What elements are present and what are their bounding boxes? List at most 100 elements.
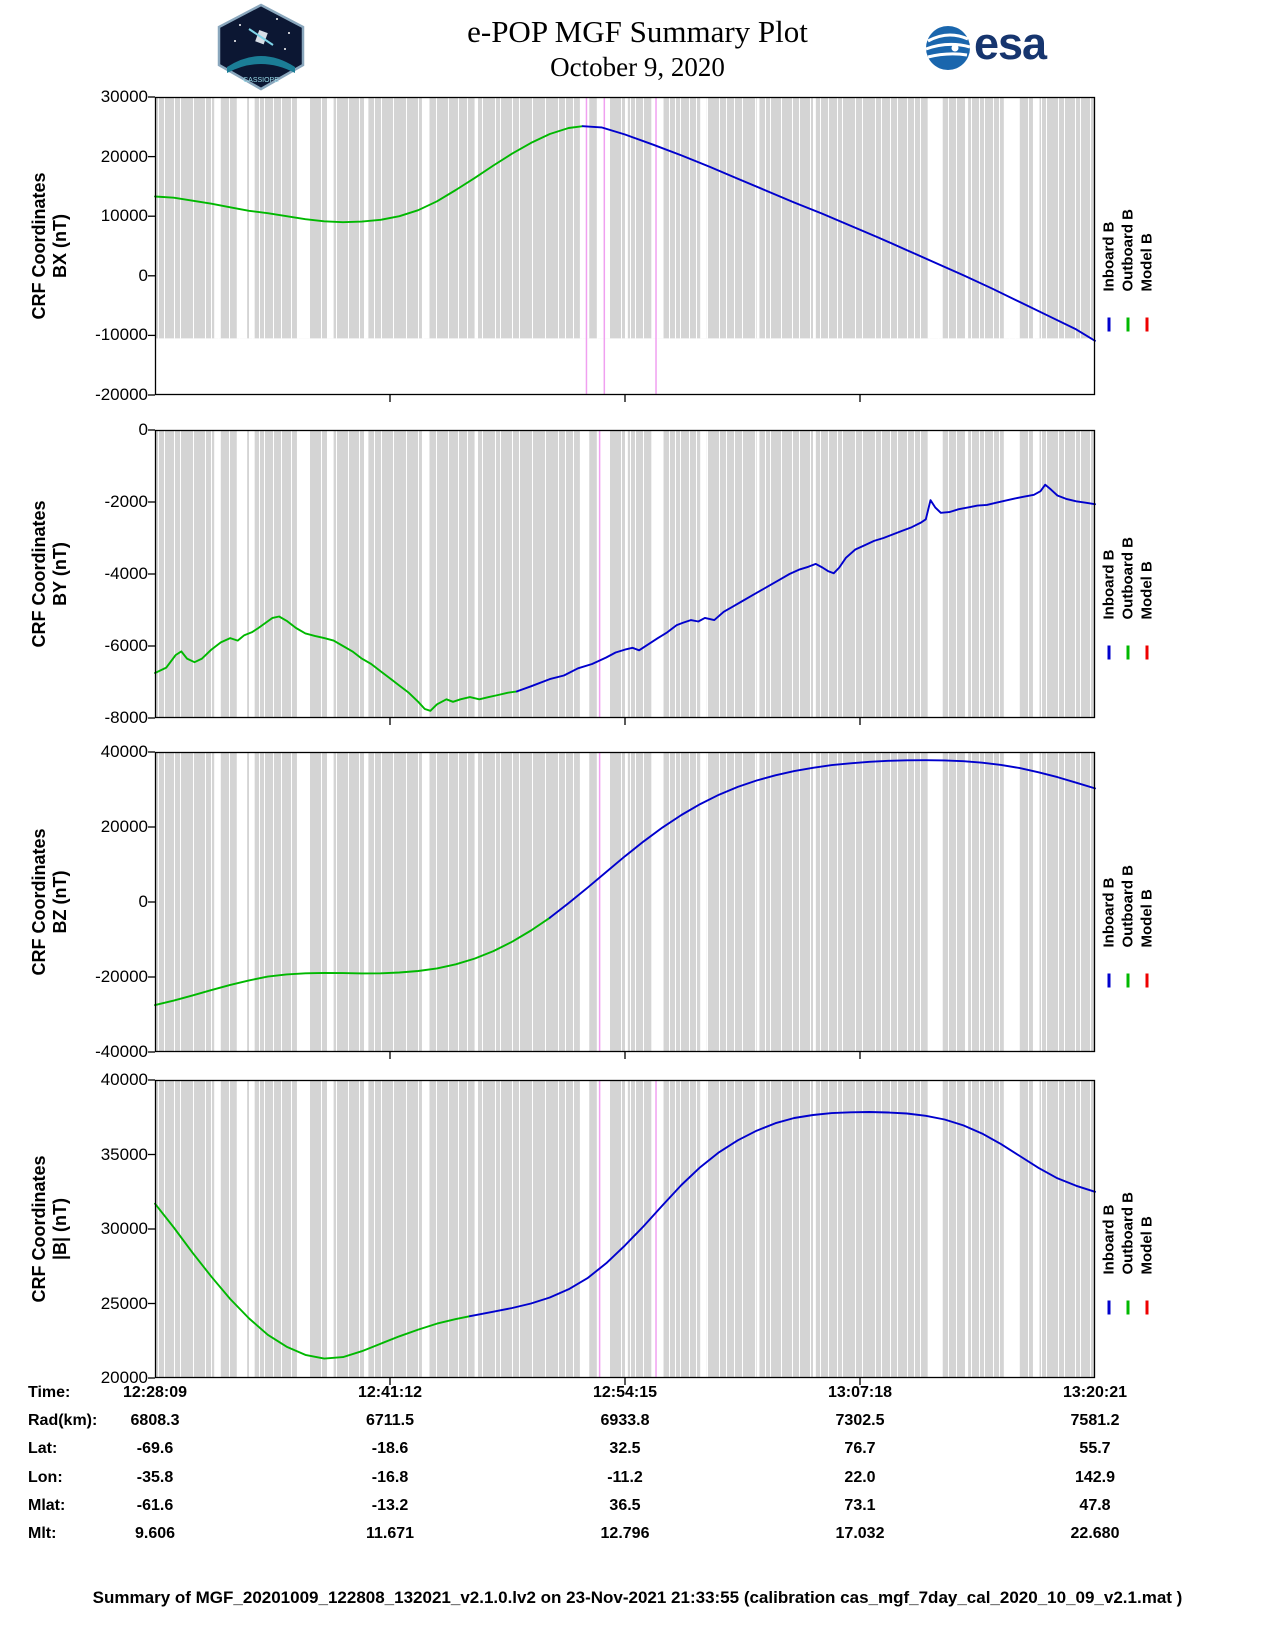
by-series-outboard-b <box>154 615 518 712</box>
bx-series-outboard-b <box>154 125 584 224</box>
bx-ytick-label: -10000 <box>95 325 148 345</box>
bz-series-inboard-b <box>548 759 1096 919</box>
table-cell: -69.6 <box>136 1440 174 1458</box>
legend-label: Outboard B <box>1119 209 1137 292</box>
model-b-line-sample <box>1145 645 1149 660</box>
outboard-b-line-sample <box>1126 1300 1130 1315</box>
table-cell: 36.5 <box>609 1496 641 1514</box>
bz-ytick-label: -40000 <box>95 1042 148 1061</box>
table-row-label-lat: Lat: <box>28 1440 58 1458</box>
bz-ytick-label: 0 <box>138 892 148 911</box>
table-cell: 55.7 <box>1079 1440 1111 1458</box>
legend-label: Inboard B <box>1100 1204 1118 1275</box>
table-cell: 47.8 <box>1079 1496 1111 1514</box>
outboard-b-line-sample <box>1126 973 1130 988</box>
bx-ytick-label: 30000 <box>100 87 148 106</box>
legend-entry-inboard-b: Inboard B <box>1100 490 1119 660</box>
page-title: e-POP MGF Summary Plot <box>467 14 808 49</box>
legend-label: Inboard B <box>1100 221 1118 292</box>
legend-entry-model-b: Model B <box>1138 818 1157 988</box>
bmag-series-outboard-b <box>154 1202 471 1360</box>
table-row-label-mlat: Mlat: <box>28 1496 66 1514</box>
table-row-label-lon: Lon: <box>28 1468 63 1486</box>
bmag-ytick-label: 35000 <box>100 1144 148 1164</box>
table-cell: 11.671 <box>365 1525 415 1542</box>
legend-label: Model B <box>1138 233 1156 292</box>
patch-text: CASSIOPE <box>243 77 279 84</box>
table-cell: 13:20:21 <box>1062 1384 1128 1401</box>
table-cell: 12:41:12 <box>357 1384 423 1401</box>
table-cell: -13.2 <box>371 1496 409 1514</box>
bmag-ytick-label: 25000 <box>100 1293 148 1313</box>
file-summary-footer: Summary of MGF_20201009_122808_132021_v2… <box>92 1588 1183 1607</box>
legend-entry-model-b: Model B <box>1138 162 1157 332</box>
cassiope-mission-patch: CASSIOPE <box>217 3 305 91</box>
table-cell: 6933.8 <box>600 1412 650 1430</box>
bx-axis-label: CRF Coordinates BX (nT) <box>29 172 70 320</box>
bx-ytick-label: 0 <box>138 265 148 285</box>
legend-label: Outboard B <box>1119 537 1137 620</box>
legend-entry-model-b: Model B <box>1138 1145 1157 1315</box>
page-subtitle: October 9, 2020 <box>550 52 725 82</box>
legend-label: Inboard B <box>1100 549 1118 620</box>
legend-entry-outboard-b: Outboard B <box>1119 1145 1138 1315</box>
legend-entry-outboard-b: Outboard B <box>1119 162 1138 332</box>
bx-ytick-label: 20000 <box>100 146 148 166</box>
table-cell: 22.680 <box>1070 1525 1120 1542</box>
bmag-ytick-label: 40000 <box>100 1070 148 1089</box>
table-cell: 22.0 <box>844 1468 876 1486</box>
bmag-legend: Inboard B Outboard B Model B <box>1100 1145 1157 1315</box>
by-ytick-label: -8000 <box>104 708 148 727</box>
legend-entry-inboard-b: Inboard B <box>1100 1145 1119 1315</box>
bx-plot <box>148 96 1096 402</box>
table-cell: -11.2 <box>607 1468 643 1486</box>
inboard-b-line-sample <box>1107 317 1111 332</box>
legend-label: Model B <box>1138 561 1156 620</box>
table-cell: 17.032 <box>835 1525 885 1542</box>
by-plot <box>148 429 1096 725</box>
legend-label: Inboard B <box>1100 877 1118 948</box>
outboard-b-line-sample <box>1126 317 1130 332</box>
bz-series-outboard-b <box>154 916 551 1007</box>
model-b-line-sample <box>1145 973 1149 988</box>
bz-ytick-label: 40000 <box>100 742 148 761</box>
table-row-label-time: Time: <box>28 1384 71 1401</box>
table-cell: -18.6 <box>371 1440 409 1458</box>
patch-earth-arc <box>227 56 295 73</box>
bmag-ytick-label: 30000 <box>100 1219 148 1238</box>
legend-label: Outboard B <box>1119 865 1137 948</box>
by-series-inboard-b <box>515 483 1096 693</box>
table-cell: 12:28:09 <box>122 1384 188 1401</box>
table-cell: -16.8 <box>371 1468 409 1486</box>
by-ytick-label: -4000 <box>104 564 148 583</box>
legend-label: Model B <box>1138 1216 1156 1275</box>
table-cell: 7302.5 <box>835 1412 885 1430</box>
bmag-ytick-label: 20000 <box>100 1368 148 1387</box>
model-b-line-sample <box>1145 1300 1149 1315</box>
model-b-line-sample <box>1145 317 1149 332</box>
esa-globe-icon <box>925 26 971 70</box>
bx-ytick-label: -20000 <box>95 385 148 404</box>
legend-entry-model-b: Model B <box>1138 490 1157 660</box>
table-cell: 9.606 <box>134 1525 176 1542</box>
by-legend: Inboard B Outboard B Model B <box>1100 490 1157 660</box>
inboard-b-line-sample <box>1107 973 1111 988</box>
table-cell: 142.9 <box>1074 1468 1116 1486</box>
table-cell: 7581.2 <box>1070 1412 1120 1430</box>
table-cell: 13:07:18 <box>827 1384 893 1401</box>
bz-ytick-label: 20000 <box>100 817 148 836</box>
table-row-label-mlt: Mlt: <box>28 1525 57 1542</box>
bx-ytick-label: 10000 <box>100 206 148 226</box>
table-cell: 6711.5 <box>365 1412 415 1430</box>
by-ytick-label: 0 <box>138 420 148 439</box>
table-cell: -35.8 <box>136 1468 174 1486</box>
esa-wordmark: esa <box>974 18 1047 69</box>
table-cell: 76.7 <box>844 1440 876 1458</box>
table-cell: 12:54:15 <box>592 1384 658 1401</box>
table-cell: -61.6 <box>136 1496 174 1514</box>
inboard-b-line-sample <box>1107 1300 1111 1315</box>
bmag-plot <box>148 1079 1096 1385</box>
legend-entry-outboard-b: Outboard B <box>1119 490 1138 660</box>
bz-legend: Inboard B Outboard B Model B <box>1100 818 1157 988</box>
